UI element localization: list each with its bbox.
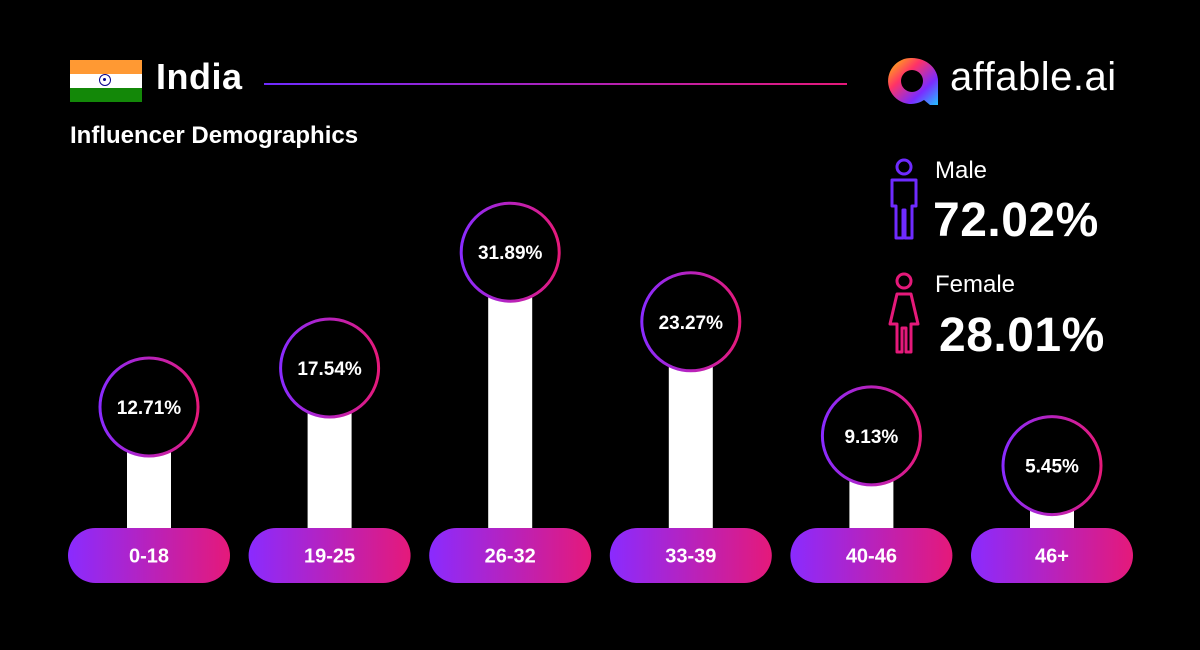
- male-person-icon: [890, 158, 918, 240]
- bar-group: 12.71% 0-18: [68, 356, 230, 583]
- value-label: 12.71%: [117, 398, 182, 419]
- value-label: 23.27%: [659, 313, 724, 334]
- category-label: 26-32: [485, 546, 536, 568]
- bar-group: 9.13% 40-46: [790, 385, 953, 583]
- category-pill: [429, 528, 592, 583]
- value-label: 5.45%: [1025, 457, 1079, 478]
- category-pill: [971, 528, 1133, 583]
- category-pill: [790, 528, 953, 583]
- ashoka-chakra-icon: [99, 74, 111, 86]
- value-label: 17.54%: [297, 359, 362, 380]
- category-label: 0-18: [129, 546, 169, 568]
- flag-green-band: [70, 88, 142, 102]
- bar-group: 17.54% 19-25: [248, 317, 411, 583]
- header-divider: [264, 83, 847, 85]
- value-bubble: [279, 317, 381, 419]
- value-bubble: [98, 356, 200, 458]
- male-label: Male: [935, 157, 988, 184]
- category-label: 33-39: [665, 546, 716, 568]
- bar-group: 5.45% 46+: [971, 415, 1133, 583]
- value-bubble: [1001, 415, 1103, 517]
- category-label: 46+: [1035, 546, 1069, 568]
- flag-saffron-band: [70, 60, 142, 74]
- category-pill: [609, 528, 772, 583]
- category-label: 40-46: [846, 546, 897, 568]
- country-title: India: [156, 56, 243, 97]
- value-bubble: [459, 201, 561, 303]
- value-label: 9.13%: [844, 427, 898, 448]
- bar-group: 31.89% 26-32: [429, 201, 592, 583]
- india-flag-icon: [70, 60, 142, 102]
- bar-group: 23.27% 33-39: [609, 271, 772, 583]
- male-percentage: 72.02%: [933, 194, 1099, 247]
- affable-logo-icon: [888, 57, 938, 105]
- brand-name: affable.ai: [950, 55, 1117, 99]
- female-person-icon: [888, 272, 920, 354]
- category-pill: [68, 528, 230, 583]
- chart-subtitle: Influencer Demographics: [70, 122, 359, 149]
- female-label: Female: [935, 271, 1016, 298]
- value-bubble: [820, 385, 922, 487]
- female-percentage: 28.01%: [939, 309, 1105, 362]
- value-bubble: [640, 271, 742, 373]
- category-pill: [248, 528, 411, 583]
- category-label: 19-25: [304, 546, 355, 568]
- value-label: 31.89%: [478, 243, 543, 264]
